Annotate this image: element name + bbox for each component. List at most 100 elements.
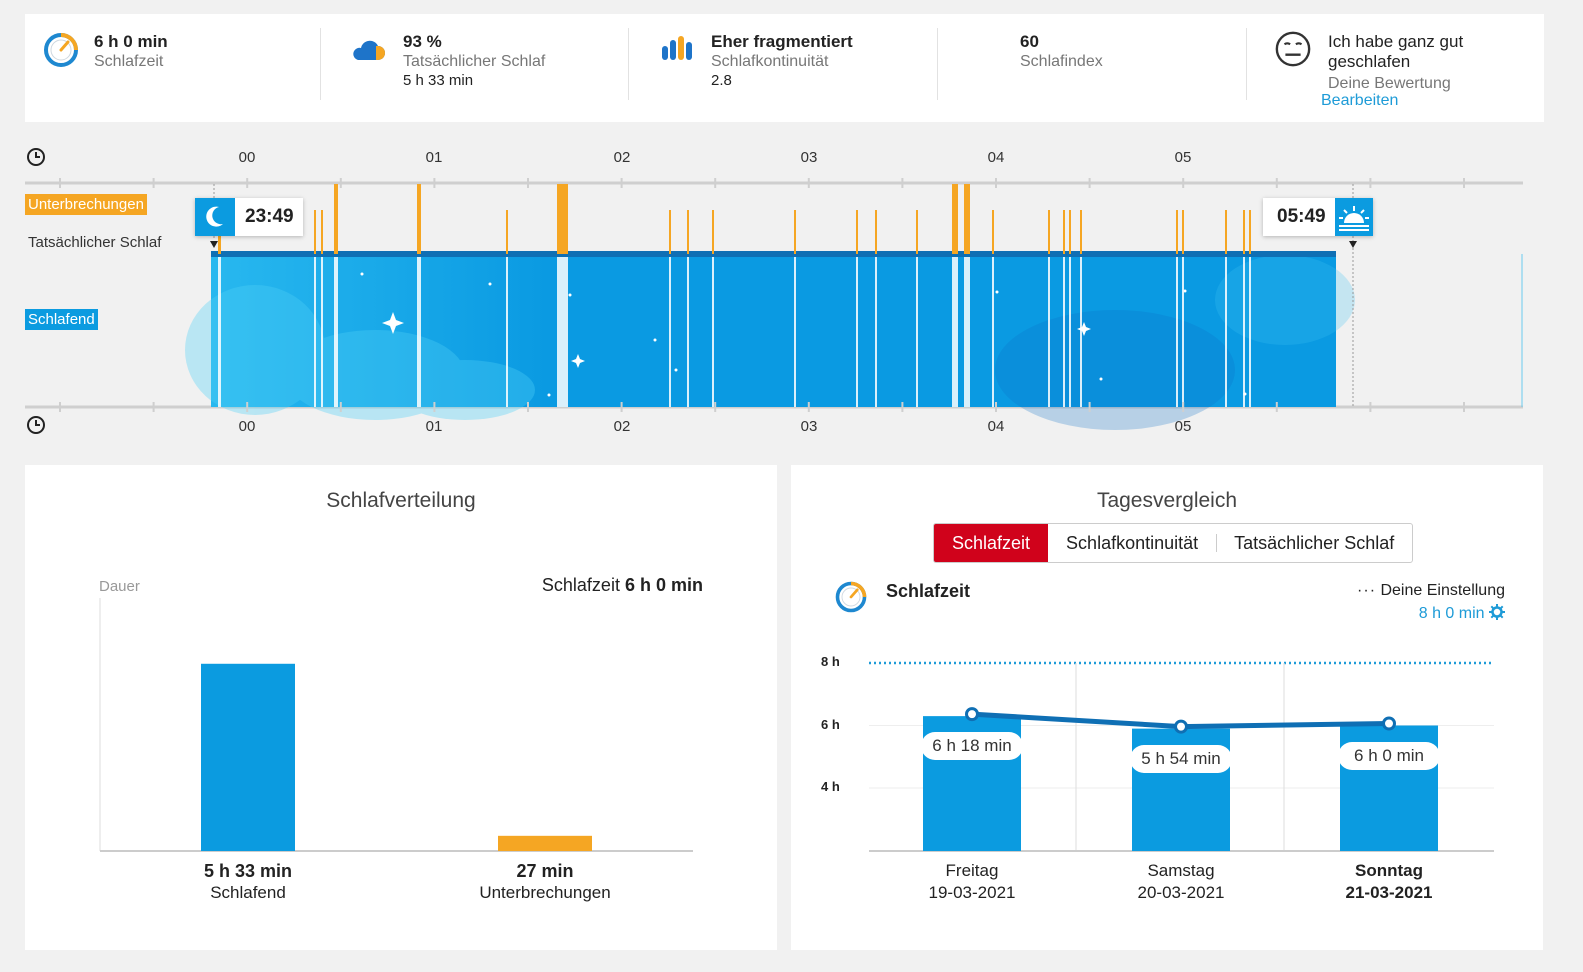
sleep-time-label: Schlafzeit [94, 53, 164, 70]
distribution-bar [498, 835, 592, 851]
clock-icon [27, 148, 45, 166]
sleep-index-value: 60 [1020, 32, 1039, 51]
trend-point [1174, 719, 1188, 734]
interruption-gap [916, 257, 918, 407]
interruption-mark [794, 210, 796, 254]
daily-comparison-panel: Tagesvergleich Schlafzeit Schlafkontinui… [791, 465, 1543, 950]
interruption-gap [964, 257, 970, 407]
target-setting-link[interactable]: 8 h 0 min [1419, 604, 1505, 623]
hour-label-top: 01 [425, 149, 443, 166]
interruption-gap [1176, 257, 1178, 407]
interruption-mark [334, 184, 338, 254]
interruption-mark [875, 210, 877, 254]
axis-ticks [59, 178, 1465, 412]
interruption-mark [1176, 210, 1178, 254]
metric-rating: Ich habe ganz gut geschlafen Deine Bewer… [1260, 14, 1544, 122]
interruption-mark [992, 210, 994, 254]
actual-sleep-detail: 5 h 33 min [403, 72, 474, 89]
metric-continuity: Eher fragmentiert Schlafkontinuität 2.8 [642, 14, 937, 122]
actual-sleep-label: Tatsächlicher Schlaf [403, 53, 546, 70]
date-label: 21-03-2021 [1345, 883, 1433, 902]
interruption-mark [669, 210, 671, 254]
interruption-mark [557, 184, 568, 254]
y-tick-label: 4 h [821, 779, 840, 794]
interruption-mark [1225, 210, 1227, 254]
interruption-gap [992, 257, 994, 407]
actual-sleep-legend: Tatsächlicher Schlaf [28, 234, 162, 251]
sleep-end-time: 05:49 [1277, 206, 1326, 227]
bar-value-badge: 6 h 18 min [921, 732, 1023, 761]
hour-label-bottom: 05 [1174, 418, 1192, 435]
sleep-start-time: 23:49 [245, 206, 294, 227]
bar-category-label: Schlafend [210, 883, 286, 902]
interruption-mark [314, 210, 316, 254]
sleep-end-badge: 05:49 [1263, 198, 1373, 236]
interruption-gap [417, 257, 421, 407]
bar-value-label: 5 h 33 min [203, 861, 293, 881]
interruption-mark [417, 184, 421, 254]
y-tick-label: 8 h [821, 654, 840, 669]
actual-sleep-strip [211, 251, 1336, 257]
bar-value-badge: 6 h 0 min [1338, 741, 1440, 770]
rating-text: Ich habe ganz gut geschlafen [1328, 32, 1464, 71]
tab-actual-sleep[interactable]: Tatsächlicher Schlaf [1216, 524, 1412, 562]
moon-icon [195, 198, 235, 236]
hour-label-bottom: 03 [800, 418, 818, 435]
total-value: 6 h 0 min [624, 575, 703, 595]
interruption-mark [321, 210, 323, 254]
interruption-mark [1243, 210, 1245, 254]
interruption-gap [334, 257, 338, 407]
interruption-mark [1249, 210, 1251, 254]
interruption-mark [856, 210, 858, 254]
continuity-label: Schlafkontinuität [711, 53, 829, 70]
interruption-mark [1063, 210, 1065, 254]
interruption-gap [1048, 257, 1050, 407]
trend-point [1382, 716, 1396, 731]
interruption-gap [1069, 257, 1071, 407]
interruption-gap [218, 257, 221, 407]
interruption-mark [916, 210, 918, 254]
sleep-clock-icon [44, 33, 78, 67]
interruption-gap [1063, 257, 1065, 407]
edit-rating-link[interactable]: Bearbeiten [1321, 92, 1399, 109]
asleep-legend: Schlafend [25, 309, 98, 330]
summary-divider [937, 28, 938, 100]
interruption-gap [557, 257, 568, 407]
duration-axis-label: Dauer [99, 578, 140, 595]
hour-label-top: 03 [800, 149, 818, 166]
sleep-index-label: Schlafindex [1020, 53, 1103, 70]
timeline-chart [25, 148, 1523, 434]
interruption-gap [314, 257, 316, 407]
interruption-gap [856, 257, 858, 407]
setting-value: 8 h 0 min [1418, 605, 1485, 622]
interruption-mark [1080, 210, 1082, 254]
dotted-line-icon: ··· [1357, 582, 1377, 599]
summary-divider [1246, 28, 1247, 100]
tab-sleep-time[interactable]: Schlafzeit [934, 524, 1049, 562]
interruption-gap [1182, 257, 1184, 407]
cloud-icon [353, 40, 385, 60]
interruption-gap [952, 257, 958, 407]
end-marker-arrow [1349, 241, 1357, 248]
date-label: 20-03-2021 [1137, 883, 1225, 902]
interruption-gap [687, 257, 689, 407]
metric-sleep-time: 6 h 0 min Schlafzeit [25, 14, 320, 122]
clock-icon [27, 416, 45, 434]
star-decoration [360, 272, 1247, 397]
interruption-gap [1080, 257, 1082, 407]
day-label: Samstag [1147, 861, 1215, 880]
interruption-gap [669, 257, 671, 407]
hour-label-top: 05 [1174, 149, 1192, 166]
sleep-summary-bar: 6 h 0 min Schlafzeit 93 % Tatsächlicher … [25, 14, 1544, 122]
interruption-gap [712, 257, 714, 407]
distribution-title: Schlafverteilung [326, 489, 476, 512]
sleep-timeline: Unterbrechungen Tatsächlicher Schlaf Sch… [25, 140, 1525, 440]
interruption-mark [1182, 210, 1184, 254]
interruption-mark [952, 184, 958, 254]
hour-label-bottom: 02 [613, 418, 631, 435]
total-label: Schlafzeit [541, 575, 620, 595]
asleep-area [211, 254, 1336, 407]
sleep-time-value: 6 h 0 min [94, 32, 168, 51]
tab-sleep-continuity[interactable]: Schlafkontinuität [1066, 533, 1199, 553]
interruption-gap [794, 257, 796, 407]
